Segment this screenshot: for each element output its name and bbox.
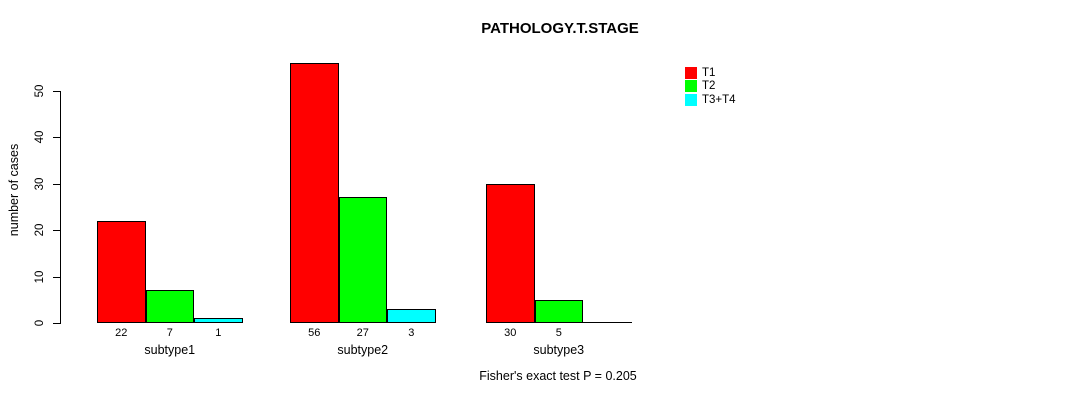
y-axis-tick bbox=[53, 323, 60, 324]
bar-subtype1-T3+T4 bbox=[194, 318, 243, 323]
legend-label: T3+T4 bbox=[702, 93, 736, 106]
bar-value-label: 5 bbox=[555, 326, 562, 339]
y-axis-tick-label: 20 bbox=[34, 223, 46, 237]
y-axis-tick bbox=[53, 276, 60, 278]
y-axis-tick-label: 40 bbox=[34, 130, 46, 144]
bar-value-label: 3 bbox=[408, 326, 415, 339]
bar-value-label: 7 bbox=[166, 326, 173, 339]
y-axis-label: number of cases bbox=[7, 143, 21, 237]
legend-label: T1 bbox=[702, 66, 716, 79]
bar-subtype2-T1 bbox=[290, 62, 339, 323]
y-axis-tick bbox=[53, 183, 60, 185]
legend-swatch-icon bbox=[685, 80, 697, 93]
legend-row: T2 bbox=[685, 80, 736, 94]
legend-swatch-icon bbox=[685, 93, 697, 106]
bar-value-label: 56 bbox=[308, 326, 321, 339]
bar-value-label: 22 bbox=[115, 326, 128, 339]
bar-subtype3-T2 bbox=[534, 299, 583, 323]
bar-value-label: 27 bbox=[356, 326, 369, 339]
y-axis-tick bbox=[53, 137, 60, 138]
bar-subtype3-T1 bbox=[486, 183, 535, 323]
bar-subtype2-T2 bbox=[338, 197, 387, 323]
chart-caption: Fisher's exact test P = 0.205 bbox=[479, 369, 637, 383]
y-axis-tick bbox=[53, 230, 60, 231]
chart-title: PATHOLOGY.T.STAGE bbox=[481, 20, 639, 37]
bar-value-label: 1 bbox=[215, 326, 222, 339]
legend-label: T2 bbox=[702, 80, 716, 93]
legend-row: T3+T4 bbox=[685, 93, 736, 107]
category-label-subtype1: subtype1 bbox=[144, 342, 196, 357]
legend-row: T1 bbox=[685, 66, 736, 80]
y-axis-tick-label: 0 bbox=[34, 319, 46, 327]
y-axis-tick-label: 10 bbox=[34, 270, 46, 283]
bar-subtype3-T3+T4 bbox=[583, 322, 632, 323]
legend-swatch-icon bbox=[685, 66, 697, 79]
bar-subtype1-T1 bbox=[97, 220, 146, 323]
category-label-subtype2: subtype2 bbox=[337, 342, 389, 357]
bar-subtype1-T2 bbox=[145, 290, 194, 323]
y-axis-tick-label: 30 bbox=[34, 177, 46, 190]
category-label-subtype3: subtype3 bbox=[533, 342, 585, 357]
legend: T1 T2 T3+T4 bbox=[685, 66, 736, 107]
y-axis-tick-label: 50 bbox=[34, 84, 46, 97]
y-axis-line bbox=[60, 90, 61, 324]
bar-subtype2-T3+T4 bbox=[387, 309, 436, 323]
y-axis-tick bbox=[53, 90, 60, 92]
bar-value-label: 30 bbox=[504, 326, 517, 339]
